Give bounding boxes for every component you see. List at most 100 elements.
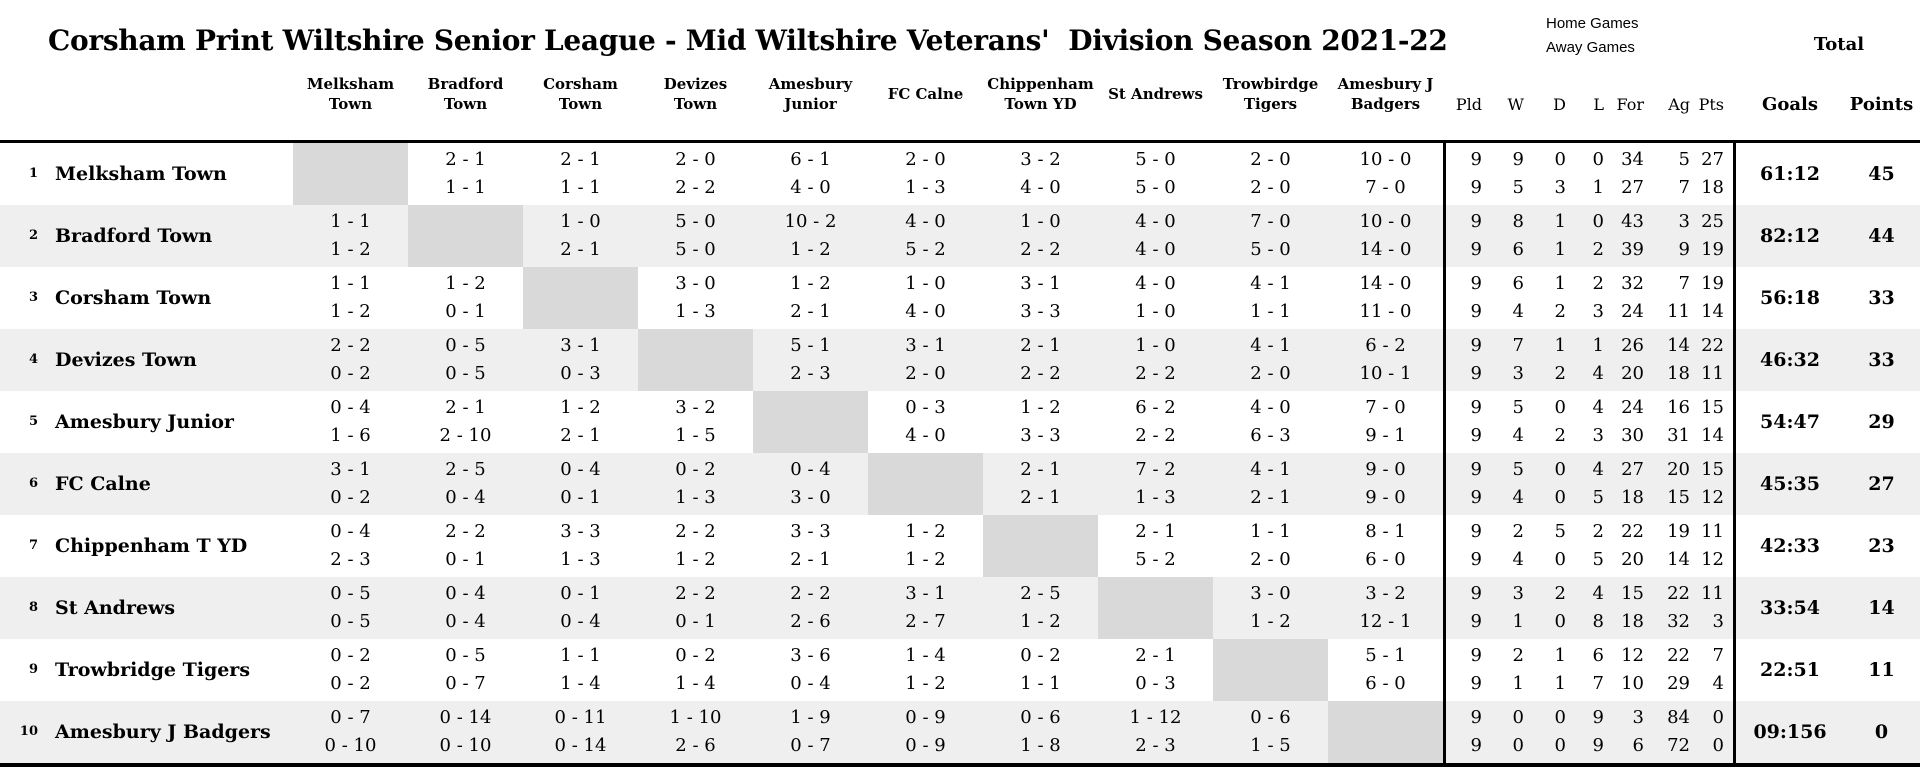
home-result-cell: 10 - 0 (1359, 149, 1412, 170)
home-result-cell: 0 - 4 (330, 521, 371, 542)
home-result-cell: 0 - 14 (439, 707, 492, 728)
home-stat-cell: 11 (1701, 583, 1724, 604)
row-rank: 1 (28, 166, 38, 181)
away-stat-cell: 18 (1621, 611, 1644, 632)
away-stat-cell: 20 (1621, 549, 1644, 570)
team-column-header: Chippenham Town YD (983, 68, 1098, 120)
goals-total-cell: 56:18 (1760, 287, 1820, 309)
home-result-cell: 1 - 2 (560, 397, 601, 418)
away-result-cell: 1 - 2 (905, 549, 946, 570)
home-result-cell: 1 - 2 (1020, 397, 1061, 418)
home-stat-cell: 20 (1667, 459, 1690, 480)
row-team-name: Bradford Town (55, 225, 213, 247)
away-stat-cell: 7 (1678, 177, 1690, 198)
home-result-cell: 3 - 6 (790, 645, 831, 666)
team-column-header-line: Amesbury J (1337, 75, 1434, 93)
away-result-cell: 0 - 3 (560, 363, 601, 384)
team-column-header: Devizes Town (638, 68, 753, 120)
team-column-header-line: Town (673, 95, 718, 113)
away-stat-cell: 1 (1554, 673, 1566, 694)
away-result-cell: 0 - 1 (445, 301, 486, 322)
away-stat-cell: 6 (1512, 239, 1524, 260)
home-stat-cell: 1 (1554, 335, 1566, 356)
divider-stats (1443, 140, 1446, 767)
away-result-cell: 2 - 3 (330, 549, 371, 570)
home-stat-cell: 4 (1592, 459, 1604, 480)
away-result-cell: 1 - 3 (905, 177, 946, 198)
away-stat-cell: 9 (1592, 735, 1604, 756)
home-stat-cell: 2 (1592, 521, 1604, 542)
home-result-cell: 0 - 2 (1020, 645, 1061, 666)
home-result-cell: 5 - 1 (1365, 645, 1406, 666)
away-result-cell: 5 - 0 (1250, 239, 1291, 260)
home-stat-cell: 25 (1701, 211, 1724, 232)
away-result-cell: 1 - 4 (560, 673, 601, 694)
away-result-cell: 2 - 1 (1250, 487, 1291, 508)
home-result-cell: 0 - 11 (554, 707, 607, 728)
diagonal-cell (408, 205, 523, 267)
home-result-cell: 9 - 0 (1365, 459, 1406, 480)
away-stat-cell: 3 (1554, 177, 1566, 198)
home-result-cell: 3 - 1 (905, 583, 946, 604)
home-stat-cell: 5 (1512, 459, 1524, 480)
away-result-cell: 5 - 2 (1135, 549, 1176, 570)
home-stat-cell: 5 (1512, 397, 1524, 418)
stat-column-header: For (1616, 95, 1644, 114)
away-stat-cell: 1 (1512, 673, 1524, 694)
home-result-cell: 0 - 5 (445, 645, 486, 666)
home-result-cell: 0 - 6 (1020, 707, 1061, 728)
home-stat-cell: 0 (1712, 707, 1724, 728)
home-stat-cell: 7 (1678, 273, 1690, 294)
away-result-cell: 2 - 1 (560, 239, 601, 260)
away-result-cell: 6 - 3 (1250, 425, 1291, 446)
away-stat-cell: 12 (1701, 549, 1724, 570)
away-stat-cell: 0 (1554, 735, 1566, 756)
row-team-name: Melksham Town (55, 163, 227, 185)
home-stat-cell: 6 (1592, 645, 1604, 666)
away-result-cell: 1 - 5 (1250, 735, 1291, 756)
away-result-cell: 4 - 0 (790, 177, 831, 198)
goals-total-cell: 82:12 (1760, 225, 1820, 247)
team-column-header: Amesbury J Badgers (1328, 68, 1443, 120)
away-result-cell: 4 - 0 (1020, 177, 1061, 198)
away-result-cell: 1 - 2 (675, 549, 716, 570)
home-stat-cell: 2 (1592, 273, 1604, 294)
home-result-cell: 2 - 0 (905, 149, 946, 170)
home-stat-cell: 32 (1621, 273, 1644, 294)
home-stat-cell: 3 (1678, 211, 1690, 232)
away-result-cell: 3 - 3 (1020, 425, 1061, 446)
away-result-cell: 2 - 2 (1020, 363, 1061, 384)
home-result-cell: 3 - 1 (905, 335, 946, 356)
home-result-cell: 2 - 2 (675, 521, 716, 542)
away-result-cell: 9 - 0 (1365, 487, 1406, 508)
row-team-name: FC Calne (55, 473, 151, 495)
away-result-cell: 2 - 0 (1250, 549, 1291, 570)
home-result-cell: 1 - 0 (1020, 211, 1061, 232)
home-result-cell: 0 - 9 (905, 707, 946, 728)
team-column-header-line: Junior (784, 95, 837, 113)
home-result-cell: 1 - 2 (790, 273, 831, 294)
stat-column-header: W (1507, 95, 1524, 114)
away-stat-cell: 3 (1592, 301, 1604, 322)
team-column-header: Trowbirdge Tigers (1213, 68, 1328, 120)
home-result-cell: 1 - 10 (669, 707, 722, 728)
away-result-cell: 9 - 1 (1365, 425, 1406, 446)
table-row: 7 Chippenham T YD 0 - 4 2 - 3 2 - 2 0 - 1 3 - … (0, 515, 1920, 577)
home-stat-cell: 4 (1592, 583, 1604, 604)
home-result-cell: 1 - 0 (560, 211, 601, 232)
home-result-cell: 5 - 0 (675, 211, 716, 232)
away-result-cell: 1 - 1 (1020, 673, 1061, 694)
away-result-cell: 1 - 8 (1020, 735, 1061, 756)
away-result-cell: 2 - 1 (790, 549, 831, 570)
diagonal-cell (293, 143, 408, 205)
away-stat-cell: 14 (1667, 549, 1690, 570)
team-column-headers: Melksham Town Bradford Town Corsham Town Deviz… (0, 68, 1920, 120)
points-total-cell: 33 (1868, 287, 1895, 309)
home-result-cell: 0 - 4 (560, 459, 601, 480)
away-result-cell: 5 - 0 (675, 239, 716, 260)
away-result-cell: 5 - 0 (1135, 177, 1176, 198)
away-result-cell: 1 - 1 (445, 177, 486, 198)
table-row: 3 Corsham Town 1 - 1 1 - 2 1 - 2 0 - 1 3 - 0 1 … (0, 267, 1920, 329)
home-result-cell: 0 - 7 (330, 707, 371, 728)
